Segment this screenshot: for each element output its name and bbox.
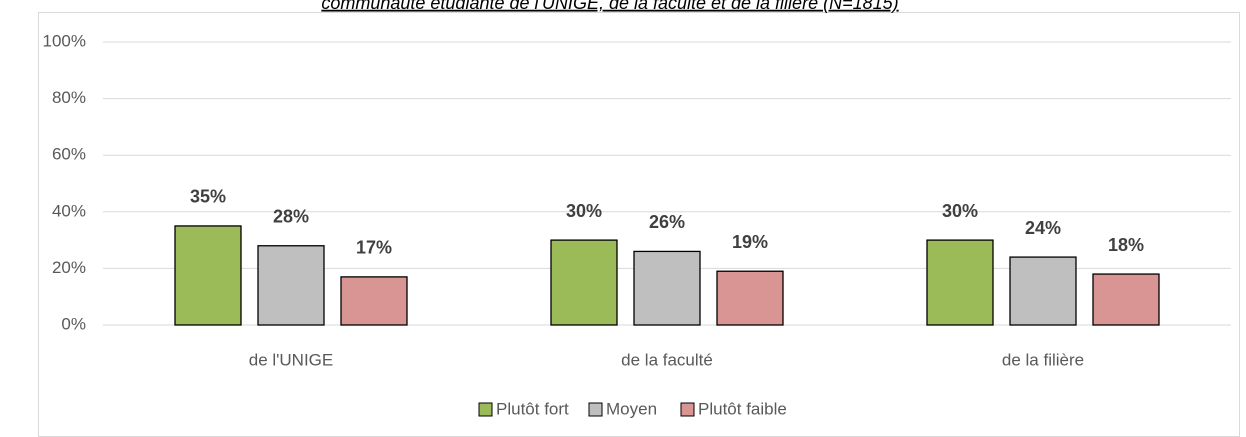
bar <box>340 276 408 326</box>
y-tick-label: 20% <box>52 258 86 277</box>
bar <box>550 239 618 326</box>
value-label: 24% <box>1025 218 1061 238</box>
legend-swatch <box>680 402 695 417</box>
value-label: 26% <box>649 212 685 232</box>
bar <box>1009 256 1077 326</box>
bar <box>257 245 325 326</box>
legend-label: Moyen <box>606 399 657 418</box>
value-label: 19% <box>732 232 768 252</box>
value-label: 17% <box>356 238 392 258</box>
bar <box>716 270 784 326</box>
y-tick-label: 60% <box>52 145 86 164</box>
y-tick-label: 40% <box>52 201 86 220</box>
legend-label: Plutôt fort <box>496 399 569 418</box>
chart-title: communauté étudiante de l'UNIGE, de la f… <box>321 0 898 13</box>
bar <box>174 225 242 326</box>
bar <box>926 239 994 326</box>
legend-swatch <box>478 402 493 417</box>
bar <box>1092 273 1160 326</box>
value-label: 28% <box>273 207 309 227</box>
bar <box>633 250 701 326</box>
y-tick-label: 80% <box>52 88 86 107</box>
value-label: 35% <box>190 187 226 207</box>
x-tick-label: de la faculté <box>621 350 713 369</box>
x-tick-label: de l'UNIGE <box>249 350 334 369</box>
x-tick-label: de la filière <box>1002 350 1084 369</box>
value-label: 30% <box>566 201 602 221</box>
legend-label: Plutôt faible <box>698 399 787 418</box>
value-label: 30% <box>942 201 978 221</box>
y-tick-label: 100% <box>43 31 86 50</box>
value-label: 18% <box>1108 235 1144 255</box>
legend-swatch <box>588 402 603 417</box>
y-tick-label: 0% <box>61 314 86 333</box>
